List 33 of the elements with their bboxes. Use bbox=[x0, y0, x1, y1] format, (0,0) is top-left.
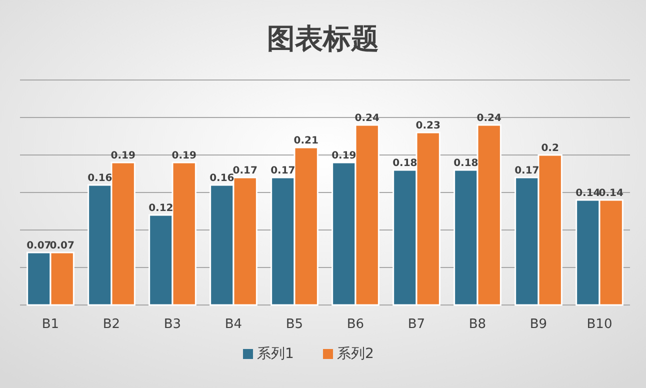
data-label: 0.2 bbox=[541, 143, 559, 154]
data-label: 0.19 bbox=[172, 150, 196, 162]
x-tick-label: B4 bbox=[224, 317, 242, 332]
data-label: 0.19 bbox=[110, 150, 136, 162]
data-label: 0.18 bbox=[392, 158, 418, 169]
data-label: 0.07 bbox=[26, 240, 52, 252]
x-tick-label: B10 bbox=[586, 317, 612, 332]
data-label: 0.24 bbox=[476, 113, 502, 124]
data-label: 0.16 bbox=[88, 173, 112, 184]
data-label: 0.12 bbox=[148, 203, 174, 214]
legend: 系列1 系列2 bbox=[243, 346, 374, 362]
legend-label: 系列1 bbox=[257, 346, 294, 362]
x-tick-label: B7 bbox=[408, 317, 426, 332]
x-tick-label: B3 bbox=[164, 317, 182, 332]
data-label: 0.17 bbox=[270, 166, 296, 176]
data-label: 0.07 bbox=[50, 240, 74, 252]
data-label: 0.24 bbox=[354, 113, 380, 124]
x-tick-label: B1 bbox=[42, 317, 60, 332]
data-label: 0.23 bbox=[416, 120, 440, 132]
data-label: 0.21 bbox=[294, 136, 318, 146]
x-tick-label: B6 bbox=[346, 317, 364, 332]
x-tick-label: B9 bbox=[530, 317, 548, 332]
data-label: 0.16 bbox=[210, 173, 234, 184]
data-label: 0.14 bbox=[576, 188, 600, 199]
x-tick-label: B8 bbox=[468, 317, 486, 332]
chart-title: 图表标题 bbox=[267, 22, 379, 55]
data-label: 0.17 bbox=[232, 166, 258, 176]
data-label: 0.14 bbox=[598, 188, 624, 199]
x-tick-label: B5 bbox=[286, 317, 304, 332]
data-label: 0.18 bbox=[454, 158, 478, 169]
x-tick-label: B2 bbox=[102, 317, 120, 332]
data-label: 0.17 bbox=[514, 166, 540, 176]
data-label: 0.19 bbox=[332, 150, 356, 162]
